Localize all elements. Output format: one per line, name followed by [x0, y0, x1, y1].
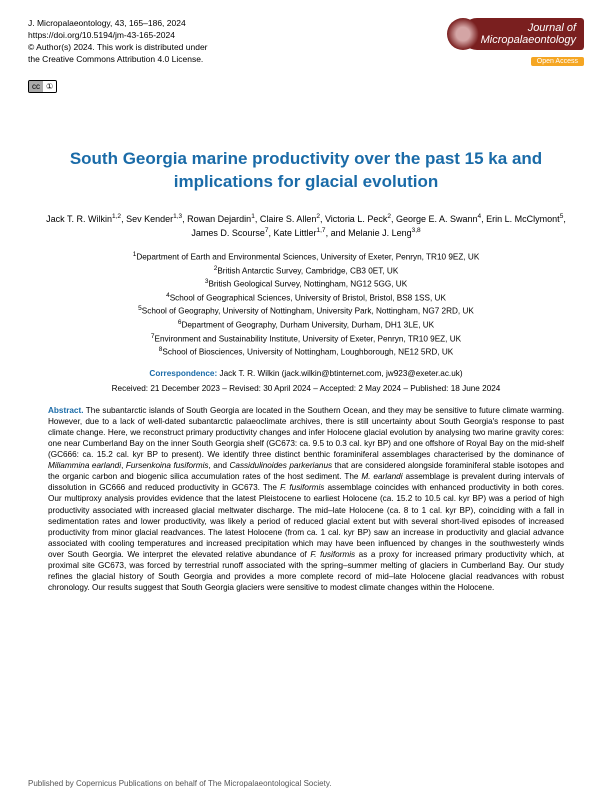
license-line: the Creative Commons Attribution 4.0 Lic… — [28, 54, 208, 66]
publisher-footer: Published by Copernicus Publications on … — [28, 779, 331, 788]
authors-list: Jack T. R. Wilkin1,2, Sev Kender1,3, Row… — [44, 212, 568, 240]
open-access-badge: Open Access — [531, 57, 584, 66]
correspondence: Correspondence: Jack T. R. Wilkin (jack.… — [44, 369, 568, 378]
abstract-label: Abstract. — [48, 406, 84, 415]
correspondence-label: Correspondence: — [149, 369, 217, 378]
correspondence-text: Jack T. R. Wilkin (jack.wilkin@btinterne… — [217, 369, 462, 378]
title-block: South Georgia marine productivity over t… — [48, 148, 564, 194]
abstract-text: The subantarctic islands of South Georgi… — [48, 406, 564, 592]
cc-by-icon: ① — [43, 81, 56, 92]
journal-branding: Journal of Micropalaeontology Open Acces… — [461, 18, 584, 68]
journal-ref: J. Micropalaeontology, 43, 165–186, 2024 — [28, 18, 208, 30]
cc-icon: cc — [29, 81, 43, 92]
journal-name-2: Micropalaeontology — [481, 34, 576, 46]
article-title: South Georgia marine productivity over t… — [48, 148, 564, 194]
journal-name-1: Journal of — [481, 22, 576, 34]
journal-logo: Journal of Micropalaeontology — [461, 18, 584, 50]
doi: https://doi.org/10.5194/jm-43-165-2024 — [28, 30, 208, 42]
header-meta: J. Micropalaeontology, 43, 165–186, 2024… — [28, 18, 208, 68]
copyright-line: © Author(s) 2024. This work is distribut… — [28, 42, 208, 54]
abstract: Abstract. The subantarctic islands of So… — [48, 405, 564, 593]
affiliations-list: 1Department of Earth and Environmental S… — [44, 250, 568, 359]
article-dates: Received: 21 December 2023 – Revised: 30… — [44, 384, 568, 393]
header: J. Micropalaeontology, 43, 165–186, 2024… — [0, 0, 612, 76]
cc-license-badge: cc ① — [28, 80, 57, 93]
